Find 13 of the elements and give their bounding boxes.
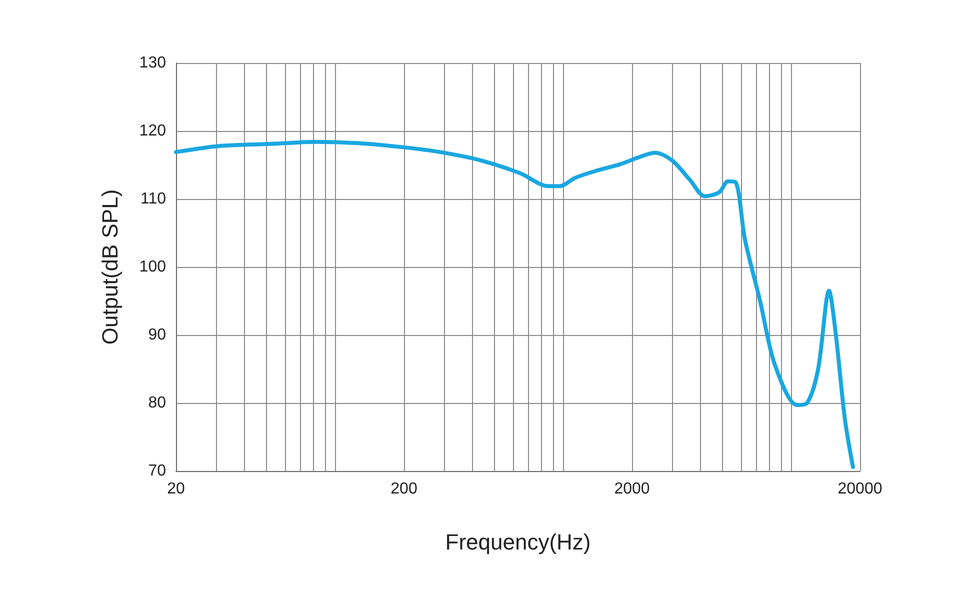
y-tick-label: 80: [148, 394, 166, 412]
x-tick-label: 200: [390, 480, 418, 498]
x-tick-label: 20: [167, 480, 185, 498]
y-tick-label: 130: [139, 54, 166, 72]
y-tick-label: 100: [139, 258, 166, 276]
y-tick-label: 70: [148, 462, 166, 480]
y-tick-label: 110: [140, 190, 166, 208]
x-tick-label: 2000: [614, 480, 650, 498]
y-axis-title: Output(dB SPL): [98, 189, 122, 345]
y-tick-label: 120: [139, 122, 166, 140]
y-tick-label: 90: [148, 326, 166, 344]
x-tick-label: 20000: [838, 480, 882, 498]
x-axis-title: Frequency(Hz): [445, 530, 591, 554]
